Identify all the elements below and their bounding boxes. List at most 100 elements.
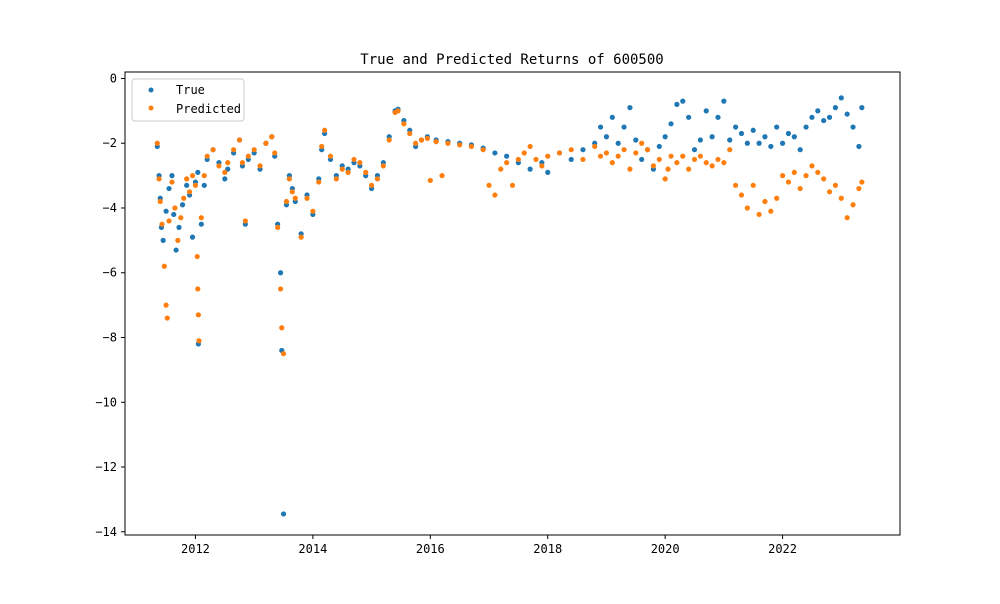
series-1-point-111: [703, 160, 709, 166]
series-1-points: [154, 108, 865, 357]
series-0-point-82: [597, 124, 604, 130]
series-1-point-95: [615, 153, 621, 159]
series-1-point-47: [304, 195, 310, 201]
series-1-point-112: [709, 163, 715, 169]
series-1-point-67: [413, 140, 419, 146]
series-1-point-78: [492, 192, 498, 198]
series-0-point-86: [621, 124, 627, 130]
series-1-point-118: [744, 205, 750, 211]
series-1-point-73: [445, 140, 451, 146]
series-1-point-16: [192, 182, 199, 188]
series-0-point-83: [603, 134, 610, 140]
y-tick-label: −10: [95, 395, 117, 409]
series-1-point-134: [838, 195, 844, 201]
series-0-point-85: [615, 140, 621, 146]
series-0-point-102: [715, 114, 721, 120]
series-1-point-135: [844, 215, 850, 221]
series-1-point-19: [195, 312, 201, 318]
series-1-point-58: [363, 169, 369, 175]
series-1-point-121: [762, 198, 768, 205]
series-0-point-126: [856, 143, 862, 150]
series-1-point-62: [386, 137, 392, 143]
series-0-point-8: [171, 211, 177, 218]
legend-marker-true: [148, 87, 154, 93]
series-1-point-33: [251, 147, 257, 153]
series-1-point-20: [196, 338, 202, 344]
series-1-point-0: [154, 140, 160, 146]
series-1-point-9: [172, 205, 178, 211]
series-1-point-94: [609, 160, 615, 166]
series-0-point-96: [680, 98, 686, 104]
series-1-point-108: [686, 166, 692, 172]
series-0-point-111: [768, 143, 774, 150]
series-1-point-23: [204, 153, 210, 159]
series-0-point-77: [545, 169, 551, 175]
series-0-point-122: [832, 105, 839, 111]
x-tick-label: 2020: [651, 542, 680, 556]
series-1-point-21: [198, 215, 204, 221]
series-1-point-115: [727, 147, 733, 153]
series-1-point-127: [797, 185, 803, 192]
series-1-point-92: [597, 153, 604, 159]
series-1-point-133: [832, 182, 839, 188]
series-1-point-77: [486, 182, 492, 188]
series-1-point-48: [310, 208, 316, 214]
series-0-point-109: [756, 140, 762, 146]
series-1-point-83: [521, 150, 527, 156]
series-0-point-120: [821, 117, 827, 124]
series-0-point-16: [195, 169, 201, 175]
series-1-point-55: [345, 169, 351, 175]
series-0-point-127: [859, 105, 865, 111]
series-1-point-7: [166, 218, 172, 224]
series-1-point-8: [169, 179, 175, 185]
series-1-point-65: [401, 121, 407, 127]
series-0-point-7: [169, 173, 175, 179]
series-0-point-9: [173, 247, 179, 253]
series-0-point-18: [198, 221, 204, 227]
y-tick-label: −8: [103, 330, 117, 344]
series-1-point-75: [468, 143, 474, 150]
series-0-point-124: [844, 111, 850, 117]
series-0-point-115: [791, 134, 797, 140]
series-1-point-49: [316, 179, 322, 185]
series-1-point-64: [395, 108, 401, 114]
series-1-point-40: [279, 325, 285, 331]
series-1-point-29: [236, 137, 243, 143]
series-1-point-39: [277, 286, 284, 292]
series-1-point-11: [178, 215, 184, 221]
series-1-point-50: [319, 143, 325, 150]
series-1-point-66: [407, 130, 413, 137]
series-1-point-3: [159, 221, 165, 227]
series-0-point-99: [697, 137, 703, 143]
series-1-point-109: [691, 156, 698, 163]
series-1-point-61: [380, 163, 386, 169]
series-1-point-98: [633, 150, 639, 156]
series-1-point-76: [480, 147, 486, 153]
series-1-point-97: [627, 166, 633, 172]
series-0-point-95: [674, 101, 680, 107]
series-0-point-125: [850, 124, 856, 130]
series-1-point-4: [161, 263, 167, 269]
series-0-point-73: [504, 153, 510, 159]
series-1-point-100: [644, 147, 651, 153]
series-1-point-71: [439, 173, 445, 179]
series-1-point-84: [527, 143, 533, 150]
x-tick-label: 2018: [533, 542, 562, 556]
series-0-point-12: [184, 182, 190, 188]
series-0-point-97: [686, 114, 692, 120]
series-1-point-45: [292, 195, 298, 201]
series-1-point-137: [856, 185, 862, 192]
series-1-point-2: [157, 198, 163, 205]
series-1-point-60: [374, 176, 381, 182]
series-1-point-14: [186, 189, 193, 195]
series-1-point-91: [592, 143, 598, 150]
y-tick-label: −4: [103, 201, 117, 215]
series-1-point-27: [225, 160, 231, 166]
series-1-point-110: [697, 153, 703, 159]
series-1-point-117: [738, 192, 745, 198]
series-0-point-87: [627, 105, 633, 111]
series-1-point-86: [539, 163, 545, 169]
series-0-point-23: [222, 176, 228, 182]
series-1-point-26: [222, 169, 228, 175]
plot-area-frame: [124, 71, 901, 536]
